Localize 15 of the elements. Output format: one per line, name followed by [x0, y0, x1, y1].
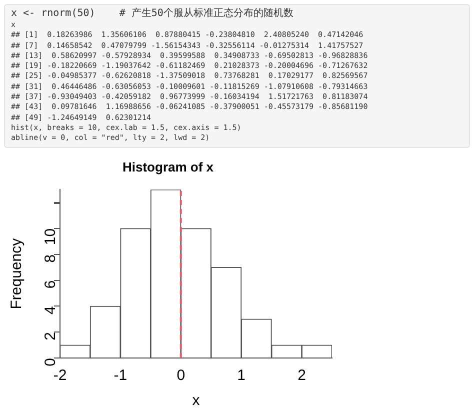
y-tick-label: 10 [42, 228, 60, 246]
y-tick-label: 8 [42, 254, 60, 263]
y-tick-label: 4 [42, 306, 60, 315]
x-tick-label: -1 [114, 367, 128, 384]
x-axis-title: x [192, 392, 200, 410]
y-tick-label: 6 [42, 280, 60, 289]
x-tick-label: -2 [53, 367, 67, 384]
y-axis-title: Frequency [8, 238, 26, 310]
chart-title: Histogram of x [122, 159, 214, 174]
x-tick-label: 2 [298, 367, 306, 384]
x-tick-label: 0 [176, 367, 186, 384]
text: x <- rnorm(50) # 产生50个服从标准正态分布的随机数 [11, 8, 294, 20]
y-tick-label: 2 [42, 332, 60, 340]
y-tick-label: 0 [42, 358, 60, 366]
x-tick-label: 1 [237, 367, 246, 384]
